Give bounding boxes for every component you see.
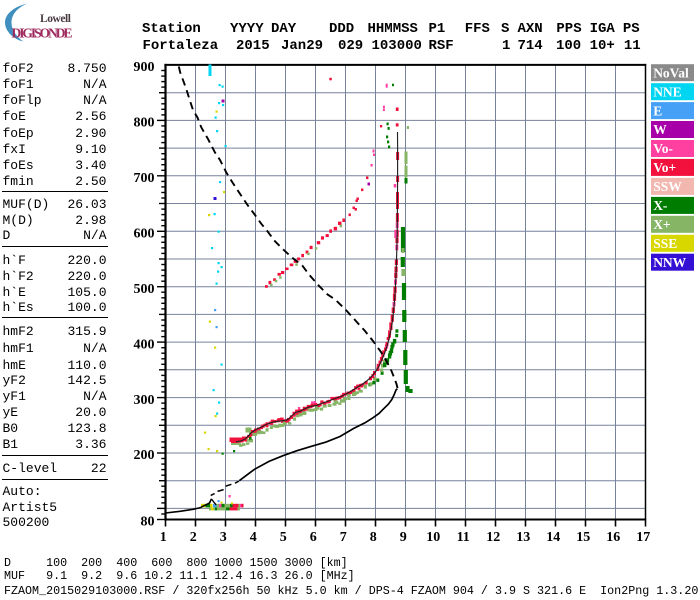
svg-text:700: 700 [134, 171, 155, 186]
svg-text:X-: X- [653, 198, 667, 213]
svg-text:300: 300 [134, 393, 155, 408]
svg-text:80: 80 [141, 515, 155, 530]
svg-text:800: 800 [134, 116, 155, 131]
svg-text:SSW: SSW [653, 179, 682, 194]
svg-text:14: 14 [546, 530, 560, 545]
svg-text:Vo-: Vo- [653, 141, 673, 156]
svg-text:9: 9 [400, 530, 407, 545]
svg-text:10: 10 [426, 530, 440, 545]
svg-text:7: 7 [340, 530, 347, 545]
svg-text:3: 3 [220, 530, 227, 545]
svg-text:11: 11 [457, 530, 470, 545]
svg-text:13: 13 [516, 530, 530, 545]
svg-text:Lowell: Lowell [40, 13, 71, 25]
svg-text:SSE: SSE [653, 236, 677, 251]
svg-text:600: 600 [134, 227, 155, 242]
svg-text:NNW: NNW [653, 255, 686, 270]
svg-text:400: 400 [134, 337, 155, 352]
svg-text:12: 12 [486, 530, 500, 545]
svg-text:5: 5 [280, 530, 287, 545]
svg-text:4: 4 [250, 530, 257, 545]
svg-text:W: W [653, 122, 667, 137]
svg-text:NoVal: NoVal [653, 65, 689, 80]
svg-text:8: 8 [370, 530, 377, 545]
svg-text:6: 6 [310, 530, 317, 545]
svg-text:900: 900 [134, 60, 155, 75]
svg-text:NNE: NNE [653, 84, 682, 99]
svg-text:DIGISONDE: DIGISONDE [12, 26, 73, 41]
svg-text:2: 2 [190, 530, 197, 545]
svg-text:200: 200 [134, 448, 155, 463]
svg-text:17: 17 [636, 530, 650, 545]
svg-text:E: E [653, 103, 662, 118]
svg-text:16: 16 [606, 530, 620, 545]
svg-text:500: 500 [134, 282, 155, 297]
svg-text:Vo+: Vo+ [653, 160, 676, 175]
svg-text:X+: X+ [653, 217, 670, 232]
svg-text:15: 15 [576, 530, 590, 545]
svg-text:1: 1 [160, 530, 167, 545]
